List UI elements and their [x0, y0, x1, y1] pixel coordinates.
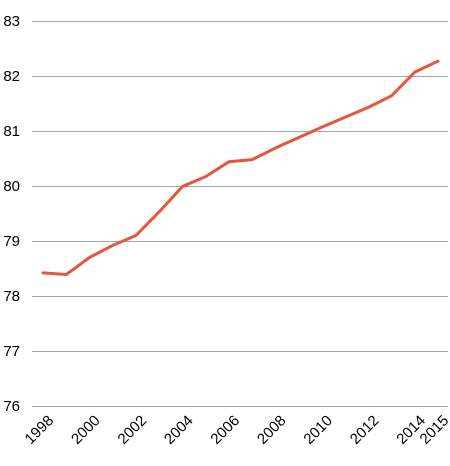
y-axis-tick-labels: 76 77 78 79 80 81 82 83 [3, 13, 20, 415]
x-tick-label: 2004 [161, 412, 197, 448]
y-tick-label: 79 [3, 233, 20, 250]
y-tick-label: 78 [3, 288, 20, 305]
x-tick-label: 2006 [207, 412, 243, 448]
series-layer [41, 59, 440, 277]
y-tick-label: 80 [3, 178, 20, 195]
y-tick-label: 77 [3, 343, 20, 360]
x-tick-label: 2002 [115, 412, 151, 448]
y-tick-label: 83 [3, 13, 20, 30]
x-tick-label: 2012 [347, 412, 383, 448]
x-tick-label: 2000 [68, 412, 104, 448]
x-tick-label: 2010 [300, 412, 336, 448]
series-line-0 [41, 59, 440, 277]
x-tick-label: 2008 [254, 412, 290, 448]
x-tick-label: 1998 [22, 412, 58, 448]
y-tick-label: 82 [3, 68, 20, 85]
y-tick-label: 81 [3, 123, 20, 140]
gridlines [32, 21, 448, 407]
y-tick-label: 76 [3, 398, 20, 415]
